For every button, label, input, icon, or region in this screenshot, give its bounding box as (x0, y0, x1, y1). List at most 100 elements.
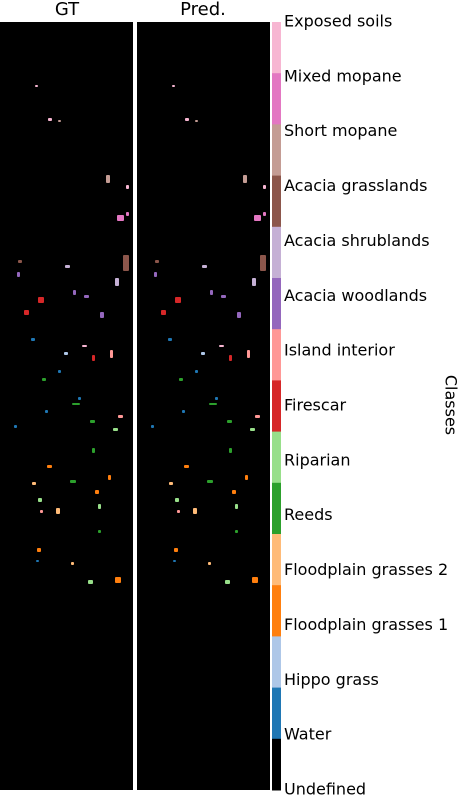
class-patch (88, 580, 93, 584)
class-patch (110, 350, 113, 358)
class-patch (36, 560, 39, 562)
class-patch (92, 355, 95, 361)
class-patch (14, 425, 17, 428)
class-patch (24, 310, 29, 315)
class-patch (113, 428, 118, 431)
class-patch (263, 212, 266, 216)
class-patch (175, 498, 179, 502)
class-patch (58, 370, 61, 373)
class-patch (252, 278, 256, 286)
colorbar-segment (272, 585, 281, 637)
class-patch (260, 255, 266, 271)
class-patch (45, 410, 48, 413)
class-patch (90, 420, 95, 423)
colorbar-segment (272, 380, 281, 433)
class-patch (209, 403, 217, 405)
class-patch (263, 185, 266, 189)
class-patch (98, 530, 101, 533)
colorbar-segment (272, 738, 281, 791)
colorbar-segment (272, 22, 281, 74)
class-patch (235, 530, 238, 533)
class-patch (219, 345, 224, 347)
class-patch (182, 410, 185, 413)
class-patch (58, 120, 61, 122)
class-patch (227, 420, 232, 423)
class-patch (255, 415, 260, 418)
class-patch (195, 120, 198, 122)
class-patch (31, 338, 35, 341)
colorbar-segment (272, 482, 281, 535)
class-patch (151, 425, 154, 428)
class-patch (18, 260, 22, 263)
class-patch (174, 548, 178, 552)
class-patch (215, 397, 218, 400)
class-patch (72, 403, 80, 405)
class-patch (64, 352, 68, 355)
class-patch (193, 508, 197, 514)
class-patch (175, 297, 181, 303)
class-label: Reeds (284, 505, 333, 524)
class-patch (168, 338, 172, 341)
class-label: Exposed soils (284, 12, 392, 31)
class-patch (73, 290, 76, 295)
class-patch (155, 260, 159, 263)
class-patch (229, 448, 232, 453)
class-patch (245, 475, 248, 480)
class-patch (35, 85, 38, 87)
class-patch (254, 215, 261, 221)
class-label: Hippo grass (284, 670, 379, 689)
class-patch (210, 290, 213, 295)
class-patch (38, 297, 44, 303)
class-patch (177, 510, 180, 513)
class-patch (195, 370, 198, 373)
class-patch (47, 465, 52, 468)
class-label: Acacia grasslands (284, 176, 428, 195)
colorbar-segment (272, 124, 281, 177)
class-patch (243, 175, 247, 183)
class-label: Water (284, 725, 332, 744)
class-patch (161, 310, 166, 315)
class-patch (115, 278, 119, 286)
class-patch (95, 490, 99, 494)
class-label: Island interior (284, 341, 395, 360)
class-patch (82, 345, 87, 347)
class-label: Firescar (284, 396, 346, 415)
class-patch (56, 508, 60, 514)
class-patch (123, 255, 129, 271)
class-patch (17, 272, 20, 277)
class-patch (100, 312, 104, 318)
colorbar-segment (272, 73, 281, 125)
class-patch (126, 212, 129, 216)
class-label: Mixed mopane (284, 66, 402, 85)
class-patch (221, 295, 226, 298)
class-patch (117, 215, 124, 221)
colorbar-segment (272, 431, 281, 484)
class-patch (229, 355, 232, 361)
class-patch (184, 465, 189, 468)
class-patch (70, 480, 76, 483)
class-patch (247, 350, 250, 358)
colorbar-segment (272, 534, 281, 586)
class-patch (179, 378, 183, 381)
class-patch (98, 504, 101, 509)
class-label: Floodplain grasses 2 (284, 560, 448, 579)
class-patch (48, 118, 52, 121)
class-patch (42, 378, 46, 381)
pred-map (137, 22, 270, 790)
class-patch (115, 577, 121, 583)
class-patch (40, 510, 43, 513)
class-patch (235, 504, 238, 509)
colorbar-segment (272, 329, 281, 381)
colorbar-label: Classes (442, 375, 458, 435)
class-patch (84, 295, 89, 298)
panel-title: GT (55, 0, 80, 20)
class-patch (172, 85, 175, 87)
class-patch (250, 428, 255, 431)
class-patch (169, 482, 173, 485)
class-patch (232, 490, 236, 494)
class-patch (78, 397, 81, 400)
class-patch (38, 498, 42, 502)
class-label: Undefined (284, 780, 366, 799)
class-patch (237, 312, 241, 318)
